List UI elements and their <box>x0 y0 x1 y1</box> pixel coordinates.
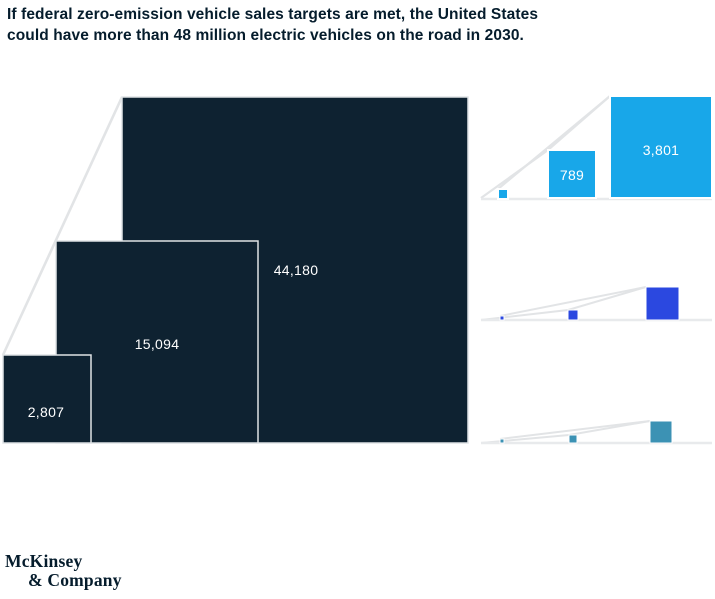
title-line-2: could have more than 48 million electric… <box>7 27 524 44</box>
area-square <box>567 309 579 321</box>
area-square <box>609 95 713 199</box>
logo-word-company: & Company <box>28 570 122 590</box>
area-square <box>568 434 578 444</box>
chart-right-bottom-squares <box>480 420 712 445</box>
square-value-label: 44,180 <box>274 262 319 278</box>
title-line-1: If federal zero-emission vehicle sales t… <box>7 6 539 23</box>
area-square <box>499 315 505 321</box>
square-value-label: 789 <box>560 167 584 183</box>
scale-connector-line <box>499 420 651 440</box>
scale-connector-line <box>499 286 647 317</box>
area-square <box>2 354 92 444</box>
area-square <box>649 420 673 444</box>
square-value-label: 2,807 <box>28 404 65 420</box>
chart-evs-nested-squares: 44,180 15,094 2,807 <box>1 96 469 444</box>
logo-word-mckinsey: McKinsey <box>5 551 83 571</box>
chart-right-top-squares: 3,801 789 <box>480 95 713 201</box>
area-square <box>547 149 597 199</box>
square-value-label: 3,801 <box>643 142 680 158</box>
chart-right-middle-squares <box>480 286 712 322</box>
area-square <box>645 286 680 321</box>
mckinsey-logo: McKinsey & Company <box>5 552 122 590</box>
exhibit-title: If federal zero-emission vehicle sales t… <box>7 4 538 46</box>
scale-connector-line <box>1 96 124 356</box>
square-value-label: 15,094 <box>135 336 180 352</box>
area-square <box>497 188 509 200</box>
area-square <box>499 438 505 444</box>
